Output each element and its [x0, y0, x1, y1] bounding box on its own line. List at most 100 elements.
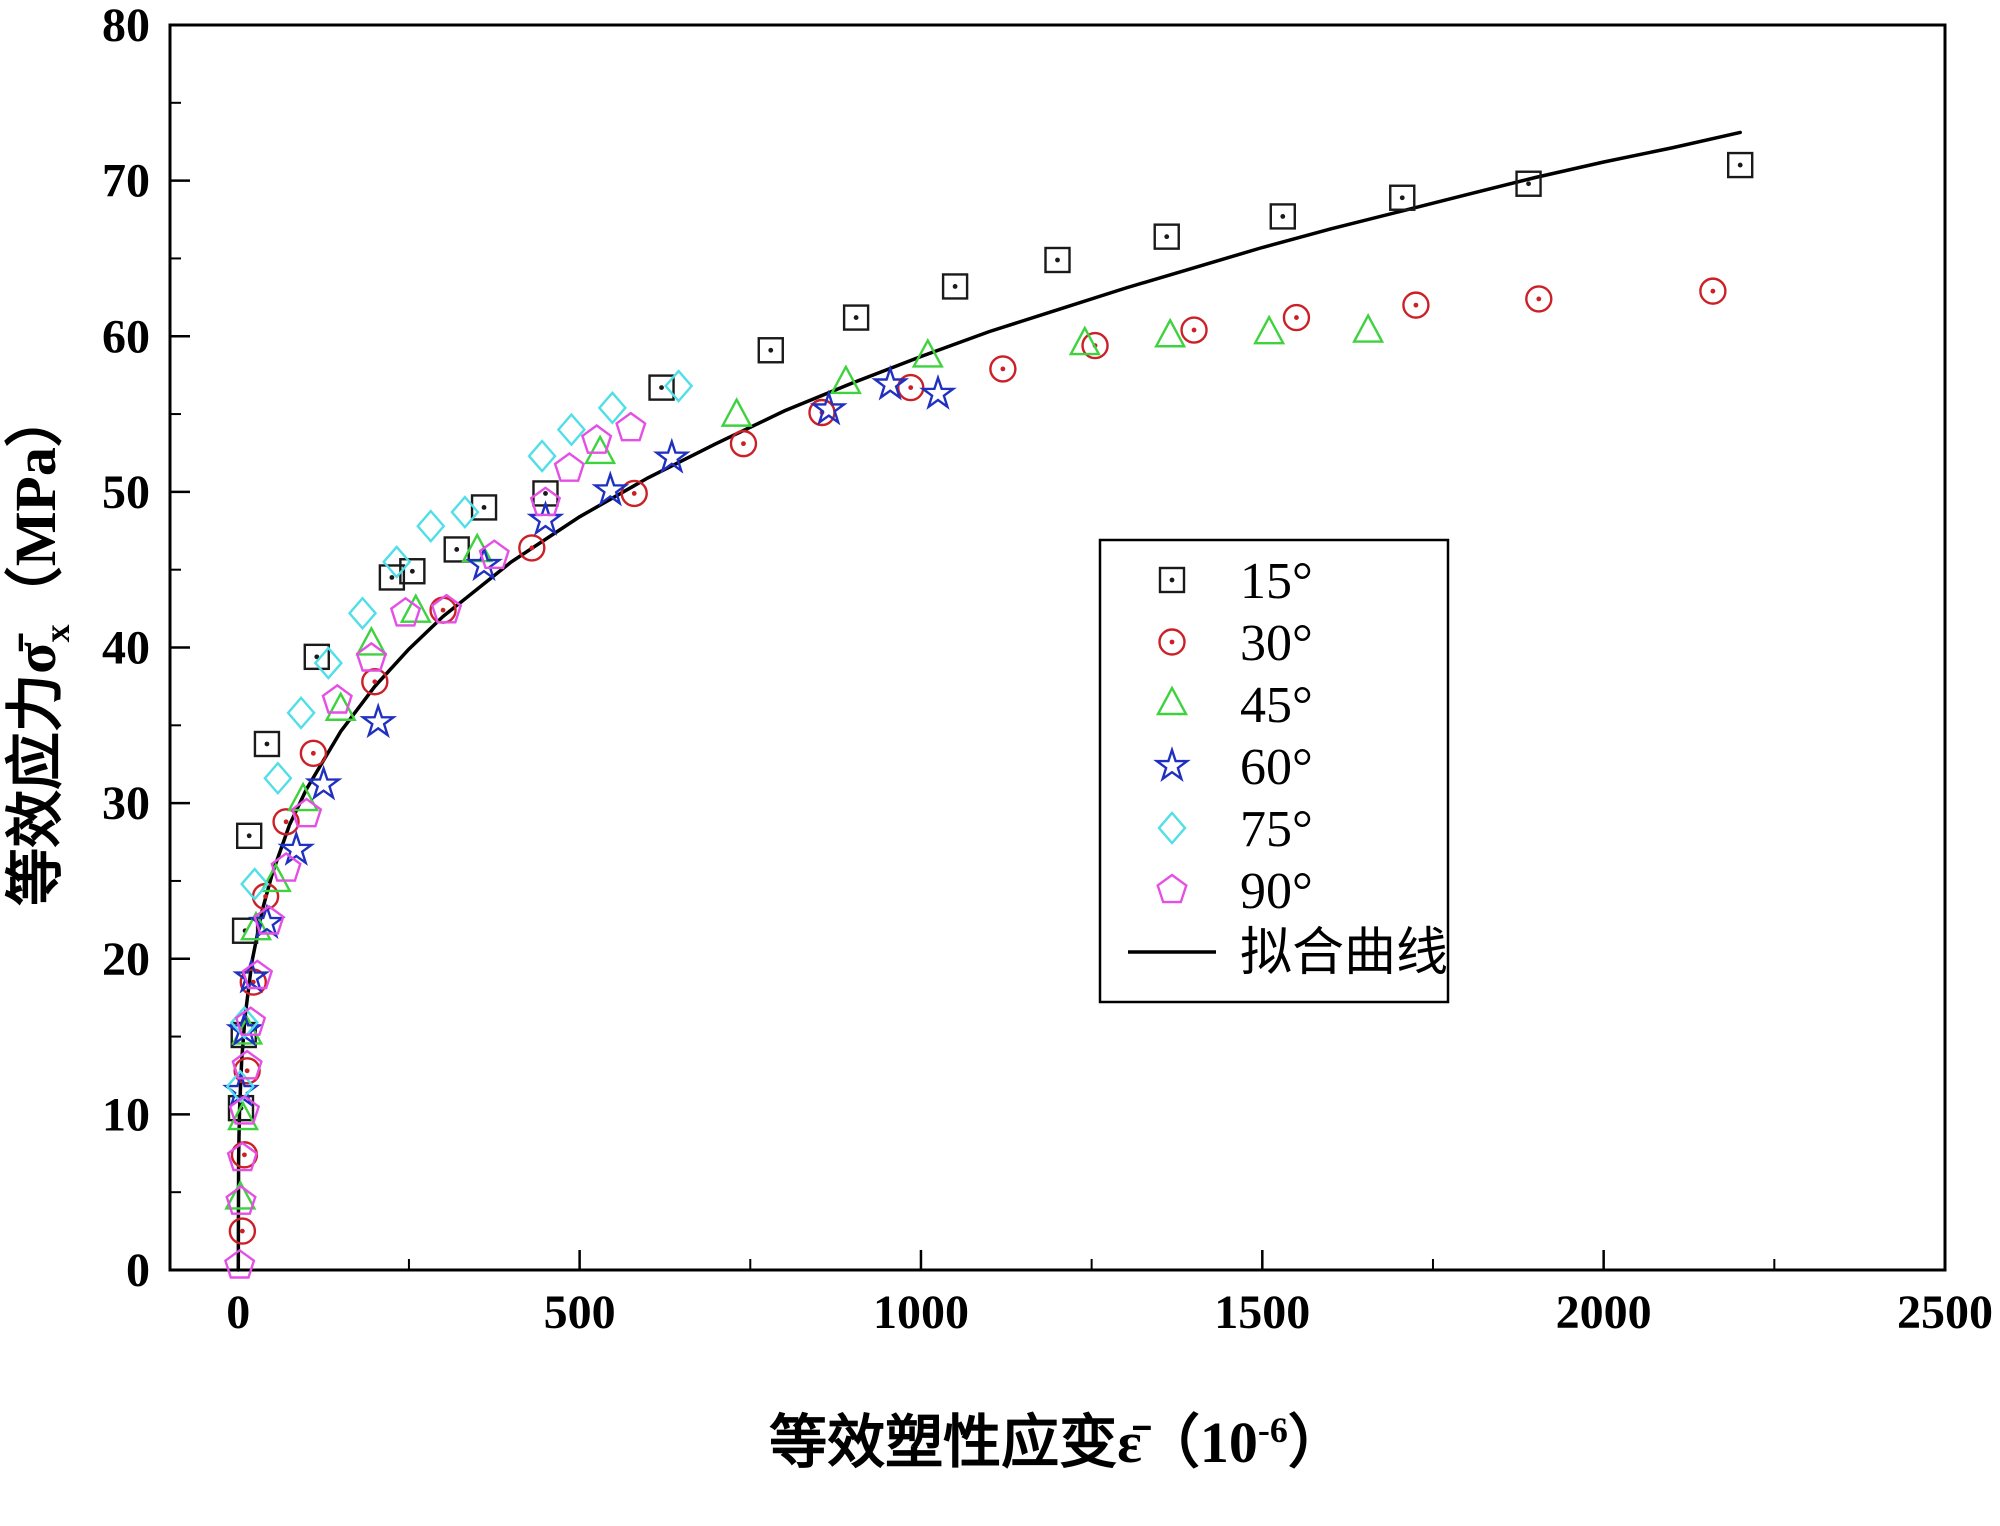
pentagon-marker-shape [615, 411, 647, 442]
legend-label: 15° [1240, 553, 1313, 610]
data-point [450, 495, 480, 529]
square-marker-shape [1389, 184, 1416, 211]
marker-center-dot [1536, 296, 1542, 302]
star-marker-shape [277, 829, 316, 866]
star-marker-shape [359, 702, 398, 739]
data-point [591, 470, 630, 507]
data-point [313, 646, 343, 680]
triangle-marker-shape [1068, 325, 1101, 356]
data-point [620, 479, 648, 508]
pentagon-marker-shape [290, 797, 323, 828]
diamond-marker-shape [347, 596, 378, 631]
square-marker-shape [648, 374, 675, 401]
marker-center-dot [1169, 577, 1175, 583]
marker-center-dot [283, 819, 289, 825]
star-marker-shape [653, 437, 691, 474]
x-axis-label: 等效塑性应变ε̄（10-6） [769, 1410, 1346, 1475]
data-point [911, 337, 944, 368]
star-marker-shape [809, 389, 848, 426]
star-marker-shape [919, 373, 957, 410]
marker-center-dot [529, 545, 535, 551]
data-point [729, 429, 758, 458]
data-point [234, 1006, 267, 1036]
data-point [757, 337, 784, 364]
square-marker-shape [231, 917, 259, 944]
circle-marker-shape [1081, 331, 1109, 360]
marker-center-dot [543, 491, 548, 496]
data-point [527, 439, 557, 473]
x-tick-label: 2500 [1897, 1286, 1993, 1339]
legend-label: 75° [1240, 801, 1313, 858]
y-tick-label: 10 [102, 1088, 150, 1141]
pentagon-marker-shape [529, 486, 562, 517]
star-marker-shape [871, 364, 910, 401]
data-point [355, 625, 388, 656]
marker-center-dot [310, 750, 316, 756]
diamond-marker-shape [527, 439, 557, 473]
data-point [1068, 325, 1101, 356]
legend-box [1098, 538, 1450, 1004]
square-marker-shape [470, 494, 498, 521]
data-point [1726, 151, 1754, 179]
data-point [416, 509, 446, 543]
circle-marker-shape [1402, 291, 1430, 319]
series-75deg [225, 369, 694, 1104]
y-tick-label: 50 [102, 466, 150, 519]
marker-center-dot [1413, 302, 1419, 308]
data-point [1352, 313, 1385, 343]
legend-item: 30° [1158, 615, 1313, 672]
data-point [389, 596, 422, 627]
data-point [270, 852, 302, 882]
marker-center-dot [768, 347, 774, 353]
data-point [941, 273, 969, 300]
marker-center-dot [454, 547, 460, 552]
diamond-marker-shape [240, 867, 270, 901]
square-marker-shape [235, 822, 263, 850]
square-marker-shape [378, 564, 406, 591]
diamond-marker-shape [664, 369, 694, 403]
data-point [1154, 317, 1187, 348]
circle-marker-shape [897, 373, 925, 402]
x-tick-label: 2000 [1556, 1286, 1652, 1339]
data-point [1525, 285, 1553, 313]
marker-center-dot [244, 1068, 250, 1074]
square-marker-shape [1269, 203, 1296, 230]
marker-center-dot [389, 575, 395, 580]
triangle-marker-shape [911, 337, 944, 368]
data-point [465, 545, 503, 582]
legend-item: 拟合曲线 [1128, 925, 1448, 982]
data-point [615, 411, 647, 442]
legend-label: 60° [1240, 739, 1313, 796]
data-point [231, 1049, 263, 1080]
square-marker-shape [757, 337, 784, 364]
circle-marker-shape [518, 534, 546, 562]
circle-marker-shape [228, 1217, 257, 1245]
marker-center-dot [246, 833, 252, 839]
marker-center-dot [741, 441, 746, 447]
series-90deg [223, 411, 647, 1279]
data-point [1180, 316, 1208, 344]
diamond-marker-shape [416, 509, 446, 543]
marker-center-dot [372, 679, 378, 685]
legend-marker [1158, 566, 1186, 594]
pentagon-marker-shape [225, 1185, 257, 1215]
legend-label: 30° [1240, 615, 1313, 672]
data-point [263, 761, 293, 796]
legend-label: 45° [1240, 677, 1313, 734]
triangle-marker-shape [224, 1179, 257, 1210]
marker-center-dot [1280, 214, 1286, 219]
circle-marker-shape [272, 808, 300, 836]
legend-item: 15° [1158, 553, 1313, 610]
circle-marker-shape [1282, 303, 1311, 332]
marker-center-dot [409, 568, 415, 574]
diamond-marker-shape [382, 545, 412, 579]
data-point [842, 304, 870, 331]
data-point [299, 739, 328, 768]
pentagon-marker-shape [1156, 873, 1188, 904]
triangle-marker-shape [259, 862, 292, 893]
data-point [226, 1141, 259, 1172]
pentagon-marker-shape [270, 852, 302, 882]
data-point [518, 534, 546, 562]
data-point [580, 424, 613, 454]
